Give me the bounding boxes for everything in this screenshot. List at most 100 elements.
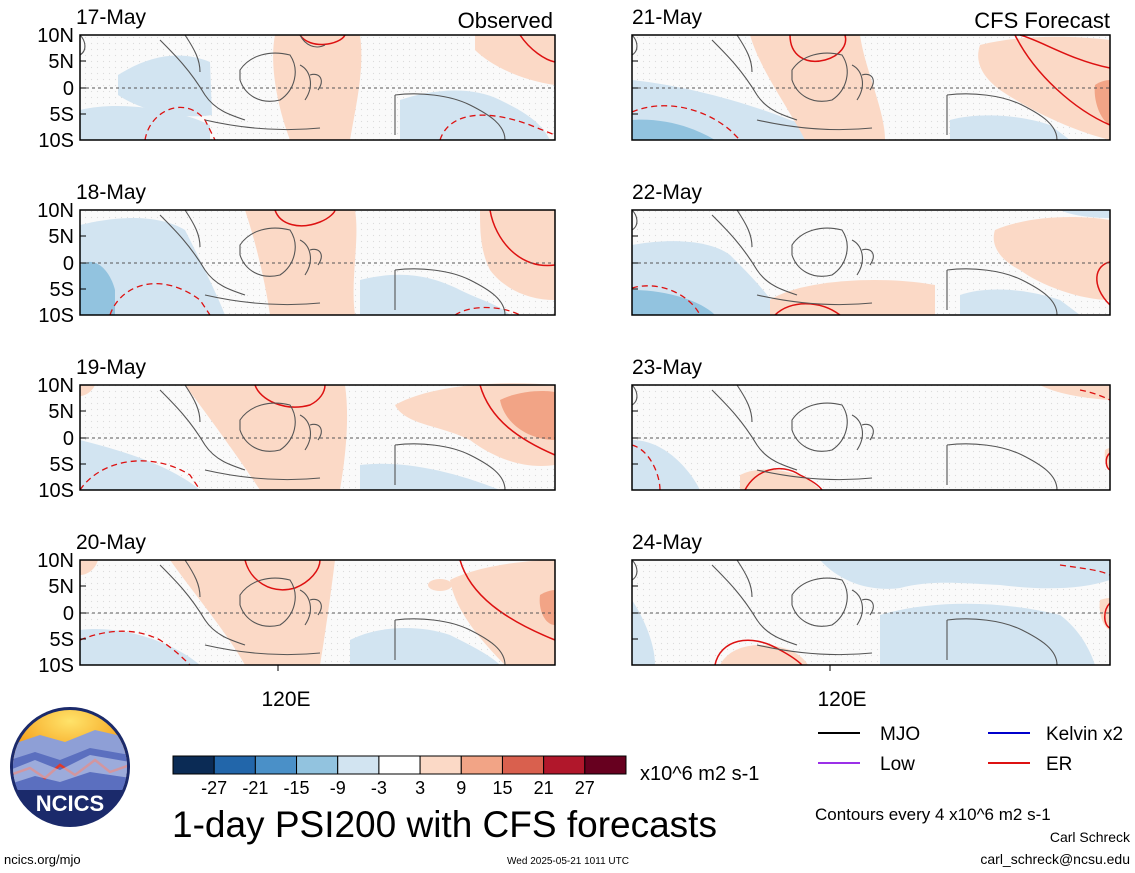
lat-labels: 10N 5N 0 5S 10S	[37, 200, 74, 327]
panel-date: 20-May	[76, 531, 147, 554]
shading-positive-strong	[500, 390, 555, 440]
legend: MJO Kelvin x2 Low ER	[818, 724, 1123, 775]
lat-label-0: 0	[63, 603, 74, 625]
lat-label-5s: 5S	[50, 629, 74, 651]
contour-er-negative	[144, 106, 216, 141]
colorbar-tick-label: 9	[456, 778, 466, 798]
shading-negative	[960, 289, 1080, 315]
colorbar-swatch	[584, 755, 627, 775]
author-email[interactable]: carl_schreck@ncsu.edu	[980, 851, 1130, 867]
shading-negative-strong	[80, 261, 115, 315]
shading-negative	[1060, 210, 1110, 218]
shading-negative-strong	[632, 290, 715, 315]
coastline	[631, 384, 1058, 491]
panel-date: 23-May	[632, 356, 703, 379]
contour-er-negative	[79, 630, 191, 666]
contour-er	[519, 34, 556, 63]
colorbar-swatch	[172, 755, 215, 775]
lat-label-10s: 10S	[38, 130, 74, 152]
contour-er	[1105, 452, 1111, 471]
contour-note: Contours every 4 x10^6 m2 s-1	[815, 805, 1051, 824]
contour-er	[1014, 34, 1111, 126]
shading-negative	[632, 600, 655, 665]
contour-er-negative	[1079, 389, 1111, 401]
lat-ticks	[80, 384, 86, 491]
contour-er	[459, 559, 556, 641]
shading-positive	[80, 385, 95, 396]
shading-negative-strong	[632, 119, 715, 140]
lat-ticks	[632, 384, 638, 491]
panel-date: 21-May	[632, 6, 703, 29]
shading-positive-strong	[539, 590, 555, 625]
colorbar-tick-label: 15	[492, 778, 512, 798]
shading-negative	[80, 105, 210, 140]
contour-er-negative	[631, 285, 701, 316]
legend-label-low: Low	[880, 754, 915, 775]
contour-er	[1019, 34, 1111, 69]
lat-label-10n: 10N	[37, 550, 74, 572]
panel-date: 19-May	[76, 356, 147, 379]
shading-negative	[350, 628, 500, 665]
panel-18-may: 10N 5N 0 5S 10S 18-May	[37, 181, 556, 327]
contour-er	[744, 467, 823, 491]
site-link[interactable]: ncics.org/mjo	[4, 852, 81, 867]
shading-positive	[770, 280, 935, 315]
colorbar-swatch	[543, 755, 586, 775]
lat-label-10n: 10N	[37, 375, 74, 397]
shading-negative	[632, 80, 850, 140]
legend-label-er: ER	[1046, 754, 1072, 775]
lat-ticks	[632, 209, 638, 316]
contour-er	[789, 34, 847, 62]
lon-label-120e: 120E	[261, 688, 310, 711]
colorbar-tick-label: -9	[330, 778, 346, 798]
shading-positive-strong	[1094, 80, 1110, 125]
contour-er-negative	[454, 306, 521, 316]
colorbar-swatch	[501, 755, 545, 775]
shading-negative	[360, 274, 510, 315]
panel-tag-observed: Observed	[458, 8, 553, 33]
contour-er	[274, 209, 336, 227]
panel-24-may: 24-May 120E	[631, 531, 1111, 711]
shading-positive	[428, 579, 452, 591]
colorbar-swatch	[213, 755, 256, 775]
shading-negative	[80, 629, 200, 665]
shading-positive	[993, 217, 1110, 300]
lon-label-120e: 120E	[817, 688, 866, 711]
shading-positive	[273, 35, 362, 140]
lat-ticks	[632, 559, 831, 671]
coastline	[79, 34, 506, 141]
coastline	[631, 34, 1058, 141]
contour-er-negative	[79, 460, 201, 491]
author-name: Carl Schreck	[1050, 829, 1131, 845]
lat-ticks	[80, 34, 86, 141]
coastline	[159, 384, 506, 491]
shading-positive	[1040, 385, 1110, 400]
coastline	[159, 209, 506, 316]
lat-ticks	[80, 209, 86, 316]
lat-label-5n: 5N	[48, 51, 74, 73]
colorbar-swatch	[337, 755, 380, 775]
panel-date: 17-May	[76, 6, 147, 29]
contour-er	[244, 559, 321, 591]
timestamp: Wed 2025-05-21 1011 UTC	[507, 856, 629, 867]
shading-positive	[475, 35, 555, 85]
colorbar: -27 -21 -15 -9 -3 3 9 15 21 27	[172, 755, 627, 798]
panel-19-may: 10N 5N 0 5S 10S 19-May	[37, 356, 556, 502]
panel-tag-forecast: CFS Forecast	[974, 8, 1110, 33]
coastline	[631, 209, 1058, 316]
coastline	[159, 559, 506, 666]
shading-negative	[880, 603, 1095, 665]
shading-negative	[80, 440, 200, 490]
contour-er-negative	[631, 105, 741, 141]
colorbar-swatch	[460, 755, 503, 775]
contour-er	[489, 209, 556, 267]
shading-positive	[80, 560, 98, 575]
contour-er	[479, 384, 556, 456]
colorbar-tick-label: -3	[371, 778, 387, 798]
shading-positive	[750, 35, 885, 140]
colorbar-tick-label: -15	[284, 778, 310, 798]
panel-22-may: 22-May	[631, 181, 1111, 316]
ncics-logo: NCICS	[10, 707, 130, 827]
contour-er	[254, 384, 326, 408]
panel-20-may: 10N 5N 0 5S 10S 20-May 120E	[37, 531, 556, 711]
